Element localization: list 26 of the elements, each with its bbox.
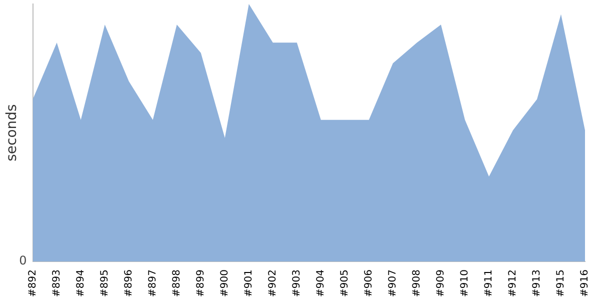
x-tick-label: #898 (171, 270, 182, 298)
x-tick-label: #892 (27, 270, 38, 298)
x-tick-label: #901 (243, 270, 254, 298)
x-tick-label: #903 (291, 270, 302, 298)
x-tick-label: #910 (460, 270, 471, 298)
y-axis-title: seconds (4, 104, 20, 162)
x-tick-label: #909 (436, 270, 447, 298)
x-tick-label: #912 (508, 270, 519, 298)
x-tick-label: #913 (532, 270, 543, 298)
x-tick-label: #896 (123, 270, 134, 298)
x-tick-label: #907 (388, 270, 399, 298)
x-tick-label: #899 (195, 270, 206, 298)
x-tick-label: #915 (556, 270, 567, 298)
x-tick-label: #904 (316, 270, 326, 298)
x-tick-label: #905 (340, 270, 351, 298)
x-tick-label: #906 (364, 270, 375, 298)
x-tick-label: #916 (580, 270, 591, 298)
text: 0 (19, 254, 27, 268)
x-tick-label: #902 (267, 270, 278, 298)
x-tick-label: #893 (51, 270, 62, 298)
x-tick-label: #911 (484, 270, 495, 298)
x-tick-label: #900 (219, 270, 230, 298)
x-tick-label: #895 (99, 270, 110, 298)
x-tick-label: #897 (147, 270, 158, 298)
x-tick-label: #908 (412, 270, 423, 298)
x-tick-label: #894 (75, 270, 86, 298)
